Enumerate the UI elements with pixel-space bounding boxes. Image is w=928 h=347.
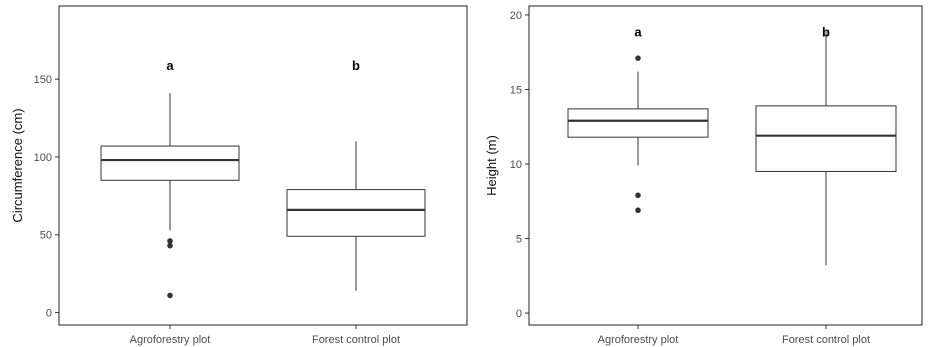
y-tick-label: 150 xyxy=(34,74,52,86)
y-tick-label: 0 xyxy=(46,308,52,320)
iqr-box xyxy=(100,145,240,181)
y-tick-label: 15 xyxy=(510,84,522,96)
panel-circumference: 0 50 100 150 Circumference (cm) Agroforestry … xyxy=(10,5,468,346)
outlier-point xyxy=(635,192,641,199)
significance-letter: b xyxy=(352,58,360,73)
plot-border xyxy=(58,5,468,326)
box-forest-control: Forest control plot b xyxy=(755,24,897,346)
y-tick-label: 20 xyxy=(510,10,522,22)
x-tick-label: Forest control plot xyxy=(312,334,400,346)
y-tick-label: 0 xyxy=(516,308,522,320)
iqr-box xyxy=(755,105,897,172)
x-tick-label: Agroforestry plot xyxy=(130,334,211,346)
iqr-box xyxy=(286,189,426,237)
y-axis-label: Circumference (cm) xyxy=(10,108,25,222)
significance-letter: a xyxy=(166,58,174,73)
outlier-point xyxy=(635,207,641,214)
outlier-point xyxy=(167,292,173,299)
y-tick-label: 100 xyxy=(34,152,52,164)
outlier-point xyxy=(635,55,641,61)
box-agroforestry: Agroforestry plot a xyxy=(567,24,709,346)
outlier-point xyxy=(167,238,173,244)
box-forest-control: Forest control plot b xyxy=(286,58,426,346)
y-axis-label: Height (m) xyxy=(484,135,499,196)
outlier-point xyxy=(167,242,173,249)
iqr-box xyxy=(567,108,709,138)
panel-height: 0 5 10 15 20 Height (m) Agroforestry plot a Fore… xyxy=(484,5,923,346)
significance-letter: b xyxy=(822,24,830,39)
x-tick-label: Forest control plot xyxy=(782,334,870,346)
y-tick-label: 50 xyxy=(40,230,52,242)
x-tick-label: Agroforestry plot xyxy=(598,334,679,346)
y-tick-label: 10 xyxy=(510,159,522,171)
significance-letter: a xyxy=(634,24,642,39)
box-agroforestry: Agroforestry plot a xyxy=(100,58,240,346)
plot-border xyxy=(528,5,923,326)
y-tick-label: 5 xyxy=(516,234,522,246)
